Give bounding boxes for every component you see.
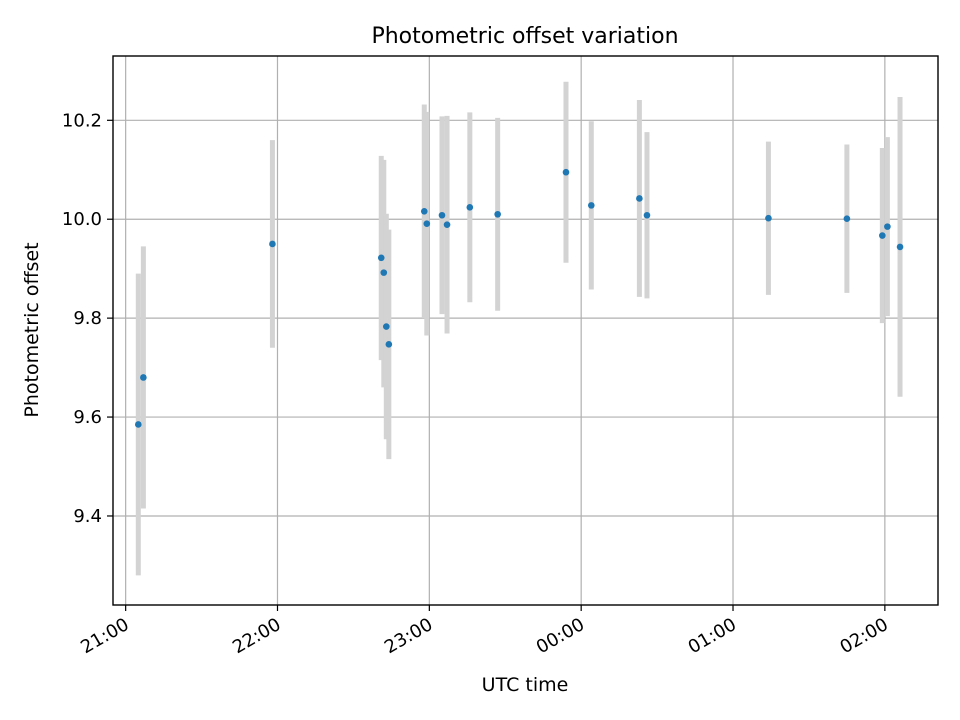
data-point: [562, 168, 570, 176]
y-tick-label: 9.6: [73, 407, 102, 428]
y-axis-label: Photometric offset: [21, 242, 43, 417]
data-point: [140, 374, 147, 381]
data-point: [438, 211, 446, 219]
chart-title: Photometric offset variation: [371, 24, 678, 49]
data-point: [884, 223, 891, 230]
plot-frame: [112, 55, 939, 606]
data-point: [443, 221, 451, 228]
y-tick-label: 9.4: [73, 506, 102, 527]
data-point: [423, 220, 431, 227]
data-point: [380, 269, 388, 276]
data-point: [466, 204, 474, 211]
data-point: [420, 208, 428, 215]
data-points: [135, 168, 904, 428]
data-point: [765, 214, 772, 222]
data-point: [587, 202, 595, 209]
y-tick-label: 10.0: [62, 209, 102, 230]
data-point: [383, 323, 390, 330]
data-point: [135, 421, 142, 428]
data-point: [377, 254, 385, 262]
data-point: [494, 210, 501, 218]
x-axis-label: UTC time: [482, 674, 569, 696]
data-point: [385, 341, 393, 348]
data-point: [896, 243, 904, 251]
y-tick-label: 9.8: [73, 308, 102, 329]
data-point: [269, 240, 276, 248]
data-point: [879, 232, 886, 239]
data-point: [643, 211, 651, 219]
data-point: [636, 195, 643, 202]
y-tick-label: 10.2: [62, 110, 102, 131]
grid: [113, 56, 938, 605]
data-point: [843, 215, 851, 223]
